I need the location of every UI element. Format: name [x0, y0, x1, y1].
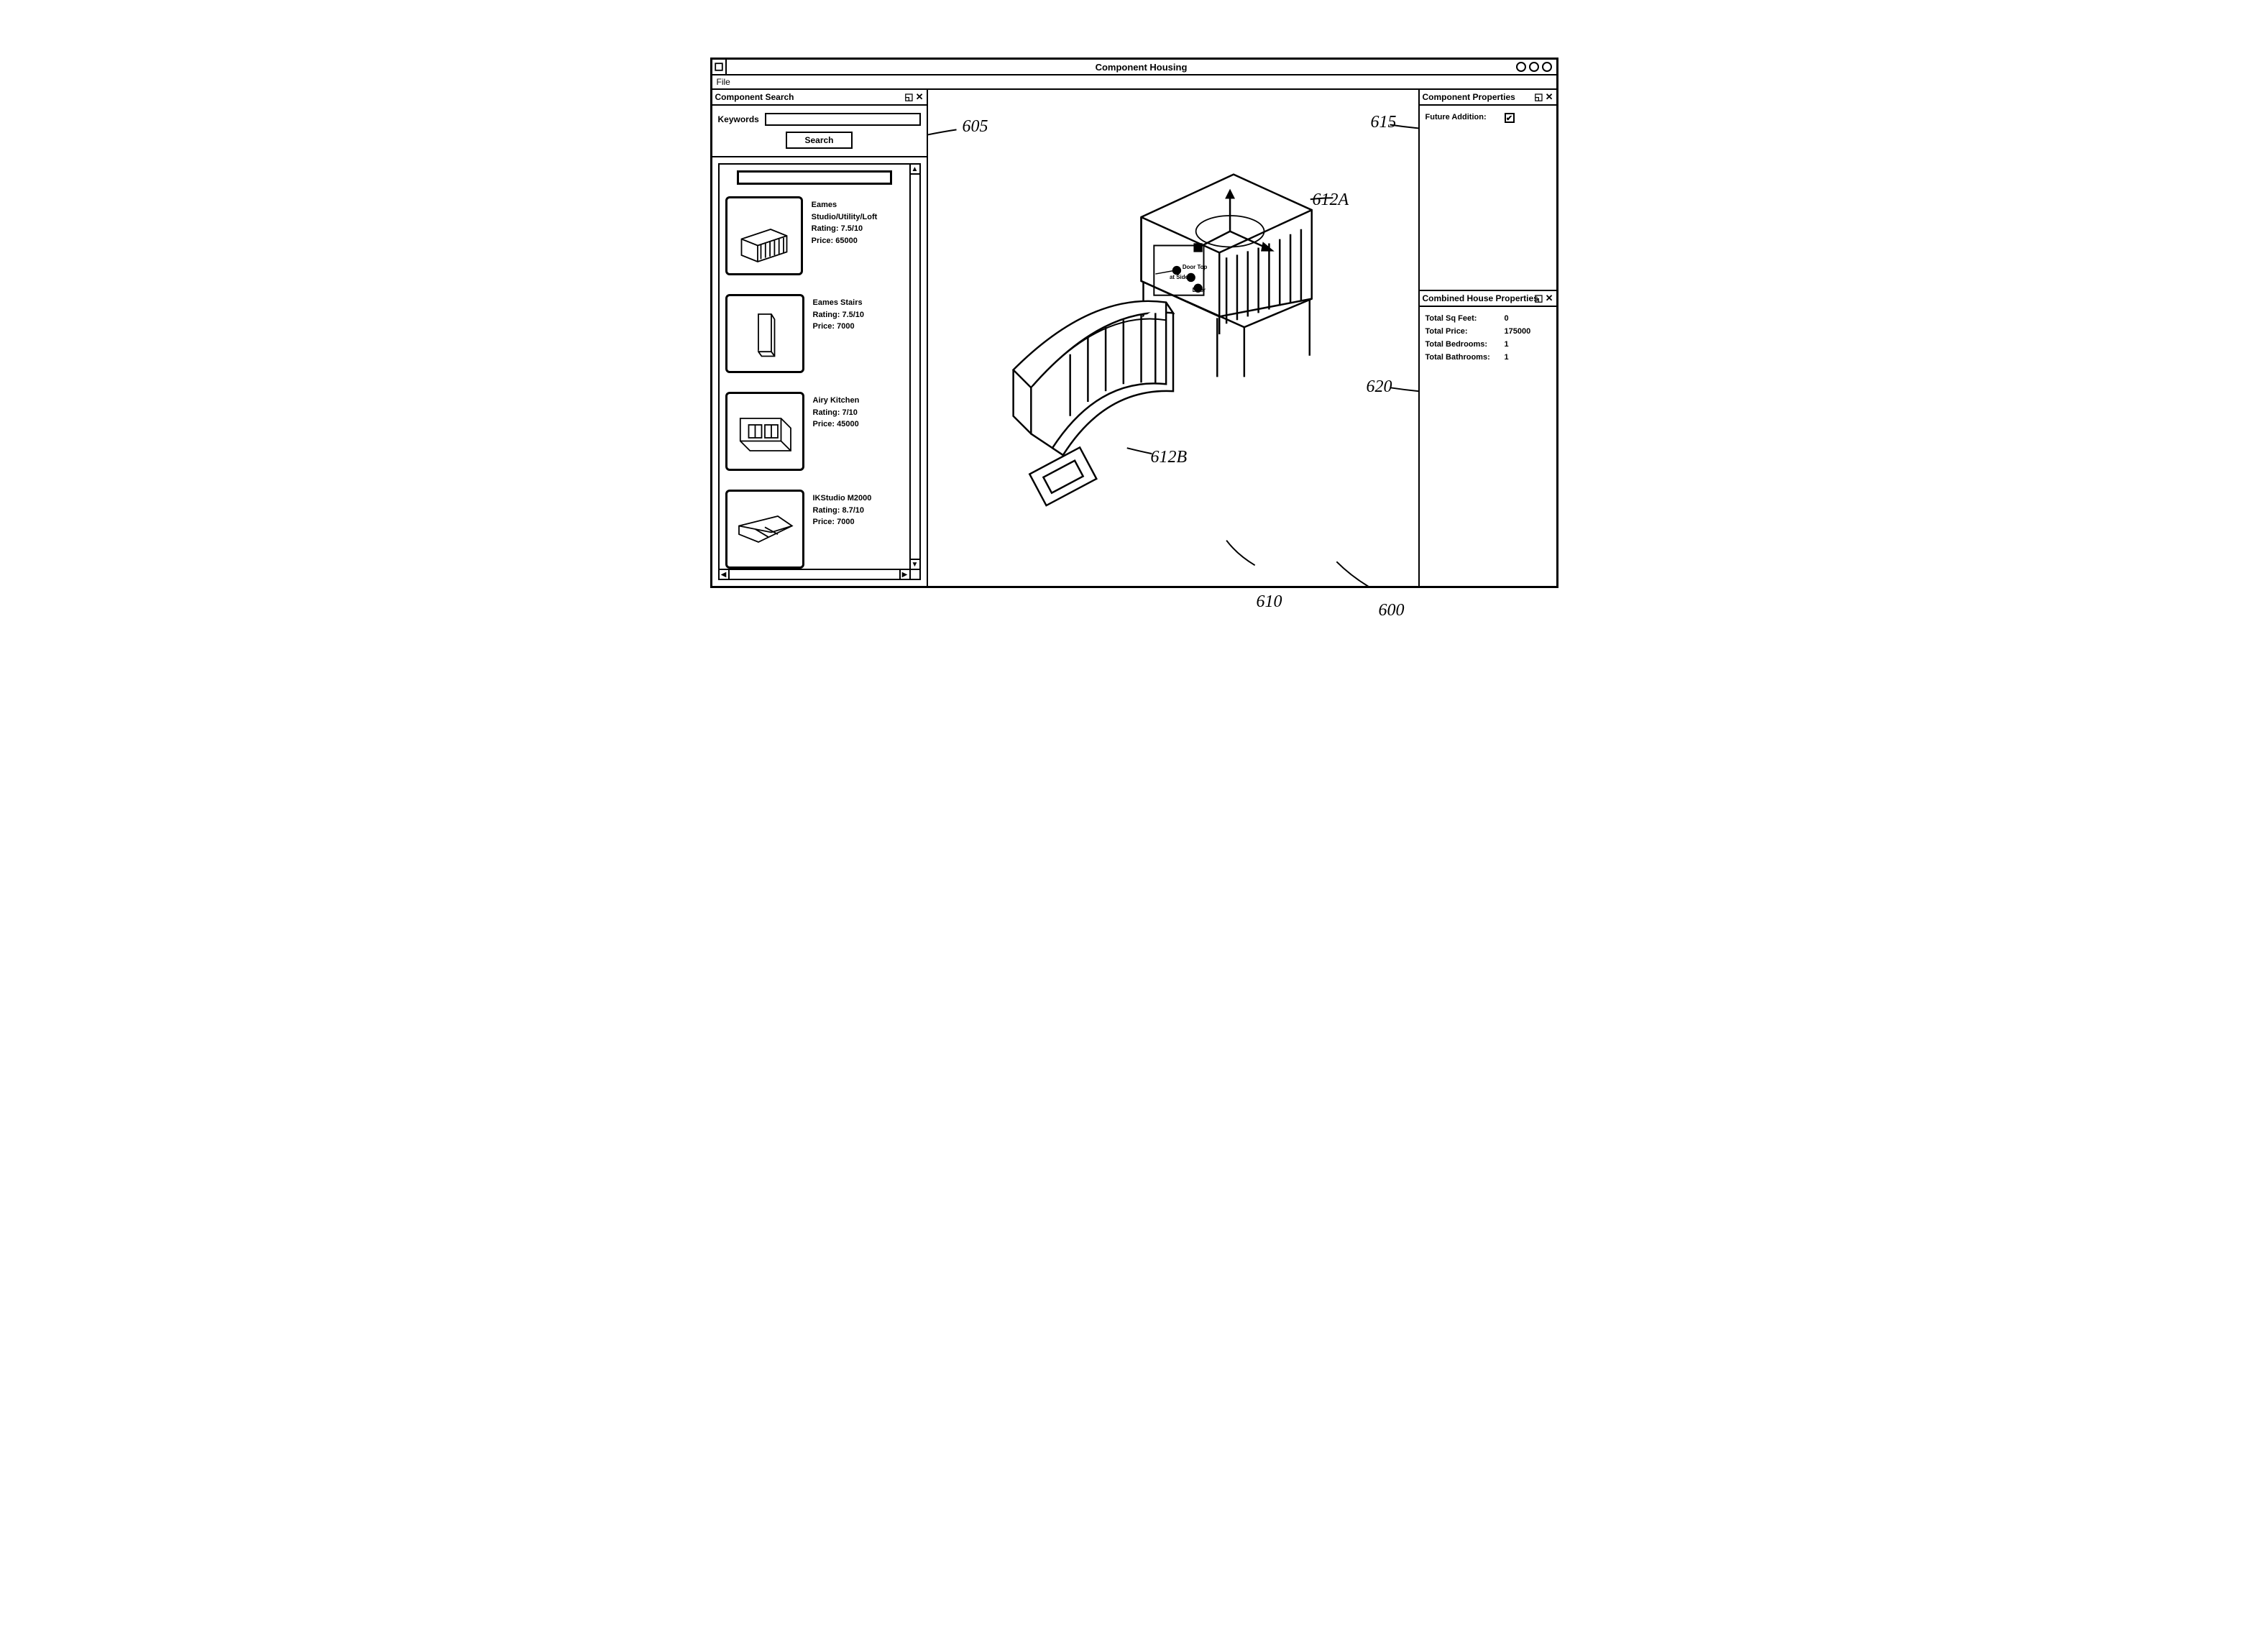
vertical-scrollbar[interactable]: ▲ ▼ [909, 165, 919, 569]
callout-605: 605 [963, 117, 988, 137]
item-meta: Eames Stairs Rating: 7.5/10 Price: 7000 [813, 294, 865, 373]
scroll-corner [909, 569, 919, 579]
menubar: File [712, 75, 1556, 90]
list-item[interactable]: Eames Stairs Rating: 7.5/10 Price: 7000 [725, 294, 904, 373]
callout-615: 615 [1371, 113, 1397, 132]
window-controls [1516, 62, 1552, 72]
combined-properties-header: Combined House Properties ◱ ✕ [1420, 291, 1556, 307]
item-name: IKStudio M2000 [813, 492, 872, 505]
combined-properties-panel: Combined House Properties ◱ ✕ Total Sq F… [1420, 291, 1556, 586]
scroll-right-icon[interactable]: ▶ [899, 570, 909, 579]
close-icon[interactable]: ✕ [916, 91, 924, 103]
app-icon [712, 60, 727, 74]
item-name: Airy Kitchen [813, 395, 860, 407]
maximize-button[interactable] [1529, 62, 1539, 72]
combined-properties-title: Combined House Properties [1423, 293, 1538, 303]
dock-icon[interactable]: ◱ [1534, 91, 1543, 103]
thumbnail [725, 392, 804, 471]
callout-612a: 612A [1313, 191, 1349, 210]
search-panel: Component Search ◱ ✕ Keywords Search [712, 90, 928, 586]
titlebar: Component Housing [712, 60, 1556, 75]
dock-icon[interactable]: ◱ [1534, 293, 1543, 304]
component-properties-header: Component Properties ◱ ✕ [1420, 90, 1556, 106]
item-name: Eames Studio/Utility/Loft [812, 199, 904, 223]
prop-label: Total Sq Feet: [1425, 314, 1497, 323]
keywords-input[interactable] [765, 113, 921, 126]
horizontal-scrollbar[interactable]: ◀ ▶ [720, 569, 909, 579]
item-meta: Airy Kitchen Rating: 7/10 Price: 45000 [813, 392, 860, 471]
prop-value: 0 [1505, 314, 1509, 323]
door-label: Door Top [1182, 264, 1207, 270]
close-icon[interactable]: ✕ [1546, 293, 1553, 304]
close-icon[interactable]: ✕ [1546, 91, 1553, 103]
app-window: Component Housing File Component Search … [710, 58, 1558, 588]
thumbnail [725, 196, 803, 275]
door-label: Door [1192, 287, 1205, 293]
callout-612b: 612B [1151, 448, 1188, 467]
callout-600: 600 [1379, 601, 1405, 620]
search-form: Keywords Search [712, 106, 927, 157]
prop-label: Total Price: [1425, 327, 1497, 336]
menu-file[interactable]: File [717, 77, 730, 87]
close-button[interactable] [1542, 62, 1552, 72]
viewport-3d[interactable]: Door Top at Side Door 605 612A 612B 615 … [928, 90, 1420, 586]
main-layout: Component Search ◱ ✕ Keywords Search [712, 90, 1556, 586]
dock-icon[interactable]: ◱ [904, 91, 913, 103]
component-properties-title: Component Properties [1423, 92, 1515, 102]
prop-label: Total Bathrooms: [1425, 353, 1497, 362]
item-name: Eames Stairs [813, 297, 865, 309]
results-list: Eames Studio/Utility/Loft Rating: 7.5/10… [718, 163, 921, 580]
minimize-button[interactable] [1516, 62, 1526, 72]
prop-value: 175000 [1505, 327, 1531, 336]
search-button[interactable]: Search [786, 132, 852, 149]
prop-label: Total Bedrooms: [1425, 340, 1497, 349]
scroll-up-icon[interactable]: ▲ [911, 165, 919, 175]
thumbnail [725, 294, 804, 373]
prop-value: 1 [1505, 340, 1509, 349]
component-properties-panel: Component Properties ◱ ✕ Future Addition… [1420, 90, 1556, 291]
list-item[interactable]: Airy Kitchen Rating: 7/10 Price: 45000 [725, 392, 904, 471]
keywords-label: Keywords [718, 114, 759, 124]
callout-620: 620 [1367, 377, 1392, 397]
list-item[interactable]: Eames Studio/Utility/Loft Rating: 7.5/10… [725, 196, 904, 275]
future-addition-label: Future Addition: [1425, 113, 1497, 123]
callout-610: 610 [1257, 592, 1282, 612]
search-panel-header: Component Search ◱ ✕ [712, 90, 927, 106]
properties-column: Component Properties ◱ ✕ Future Addition… [1420, 90, 1556, 586]
door-label: at Side [1170, 274, 1188, 280]
scroll-down-icon[interactable]: ▼ [911, 559, 919, 569]
scroll-left-icon[interactable]: ◀ [720, 570, 730, 579]
future-addition-checkbox[interactable]: ✔ [1505, 113, 1515, 123]
item-meta: Eames Studio/Utility/Loft Rating: 7.5/10… [812, 196, 904, 275]
list-item[interactable] [737, 170, 892, 185]
item-meta: IKStudio M2000 Rating: 8.7/10 Price: 700… [813, 490, 872, 569]
list-item[interactable]: IKStudio M2000 Rating: 8.7/10 Price: 700… [725, 490, 904, 569]
thumbnail [725, 490, 804, 569]
window-title: Component Housing [727, 62, 1556, 73]
prop-value: 1 [1505, 353, 1509, 362]
search-panel-title: Component Search [715, 92, 794, 102]
